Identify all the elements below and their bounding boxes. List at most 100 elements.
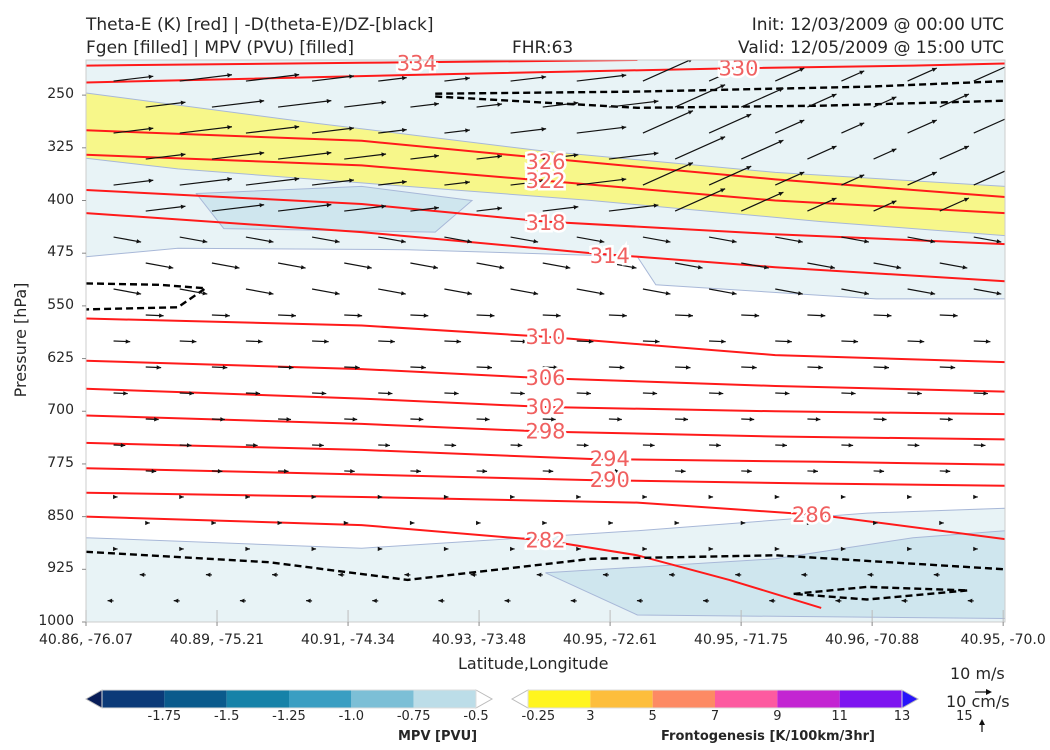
- wind-vector: [873, 148, 897, 160]
- wind-vector: [277, 151, 332, 160]
- wind-vector: [576, 288, 605, 296]
- theta-e-contour-0: [86, 60, 638, 67]
- wind-vector: [775, 119, 805, 134]
- wind-vector: [510, 127, 547, 134]
- wind-vector: [510, 75, 547, 82]
- wind-vector: [774, 494, 780, 500]
- wind-vector: [312, 339, 329, 344]
- wind-vector: [642, 391, 658, 396]
- wind-vector: [674, 188, 726, 212]
- wind-vector: [741, 417, 755, 422]
- wind-vector: [775, 339, 792, 344]
- y-tick-label: 550: [47, 296, 74, 313]
- mpv-colorbar-tick-label: -0.25: [521, 709, 556, 724]
- mpv-colorbar-swatch: [102, 690, 165, 708]
- wind-vector: [608, 365, 625, 370]
- wind-vector: [211, 417, 225, 422]
- wind-vector: [278, 469, 289, 474]
- wind-vector: [708, 494, 714, 500]
- wind-vector: [703, 598, 710, 604]
- wind-vector: [576, 546, 581, 552]
- wind-vector: [709, 443, 721, 448]
- mpv-colorbar-extend-low: [84, 689, 103, 709]
- wind-vector: [378, 443, 390, 448]
- wind-vector: [338, 572, 345, 578]
- wind-vector: [476, 102, 503, 108]
- wind-vector: [312, 178, 354, 186]
- wind-vector: [410, 469, 421, 474]
- y-tick-label: 1000: [38, 613, 74, 629]
- wind-vector: [939, 365, 956, 370]
- dthetae-dz-contour-2: [86, 282, 209, 311]
- y-tick-label: 625: [47, 349, 74, 366]
- wind-vector: [542, 365, 559, 370]
- wind-vector: [510, 546, 515, 552]
- wind-vector: [504, 598, 511, 604]
- theta-e-contour-7: [86, 359, 1005, 393]
- mpv-colorbar-swatch: [289, 690, 352, 708]
- y-tick-label: 850: [47, 507, 74, 524]
- wind-vector: [939, 197, 970, 212]
- wind-reference-vertical-head: [979, 719, 985, 725]
- wind-vector: [476, 417, 490, 422]
- wind-vector: [344, 469, 355, 474]
- wind-vector: [967, 598, 974, 604]
- wind-vector: [973, 443, 986, 448]
- fgen-colorbar-extend-low: [510, 689, 529, 709]
- wind-vector: [113, 126, 154, 134]
- wind-vector: [907, 339, 925, 344]
- wind-vector: [179, 546, 184, 552]
- mpv-colorbar-title: MPV [PVU]: [398, 729, 478, 744]
- y-tick-label: 250: [47, 86, 74, 103]
- wind-vector: [841, 70, 865, 82]
- wind-reference-vertical-label: 10 cm/s: [946, 692, 1010, 711]
- wind-vector: [245, 494, 250, 500]
- mpv-colorbar-tick-label: -1.5: [213, 709, 240, 724]
- wind-vector: [139, 572, 146, 578]
- wind-vector: [378, 288, 406, 296]
- wind-vector: [510, 288, 539, 296]
- wind-vector: [311, 236, 340, 244]
- wind-vector: [377, 494, 383, 500]
- wind-vector: [542, 469, 554, 474]
- theta-e-label-322: 322: [525, 169, 565, 193]
- theta-e-label-282: 282: [525, 529, 565, 553]
- fgen-colorbar-swatch: [590, 690, 653, 708]
- wind-vector: [145, 262, 174, 270]
- wind-vector: [410, 365, 426, 370]
- wind-vector: [245, 339, 263, 344]
- wind-reference-horizontal-head: [986, 689, 992, 695]
- theta-e-contour-6: [86, 317, 1005, 364]
- fgen-colorbar-frame: [527, 689, 903, 709]
- wind-vector: [775, 288, 803, 296]
- wind-vector: [907, 546, 912, 552]
- y-tick-label: 400: [47, 191, 74, 208]
- wind-vector: [542, 205, 579, 212]
- wind-vector: [973, 391, 988, 396]
- mpv-colorbar-swatch: [351, 690, 414, 708]
- wind-vector: [378, 339, 395, 344]
- fgen-colorbar-tick-label: 15: [956, 709, 973, 724]
- wind-vector: [973, 339, 991, 344]
- wind-vector: [741, 469, 752, 474]
- theta-e-label-306: 306: [525, 366, 565, 390]
- wind-vector: [179, 339, 197, 344]
- wind-vector: [642, 339, 660, 344]
- fgen-colorbar-swatch: [715, 690, 778, 708]
- wind-vector: [741, 139, 784, 160]
- wind-vector: [840, 494, 846, 500]
- wind-vector: [939, 417, 953, 422]
- wind-vector: [708, 546, 714, 552]
- wind-vector: [312, 74, 354, 82]
- wind-vector: [642, 443, 655, 448]
- wind-vector: [113, 236, 142, 244]
- y-tick-label: 925: [47, 560, 74, 577]
- wind-vector: [277, 202, 332, 212]
- wind-vector: [410, 313, 429, 318]
- dthetae-dz-contour-1: [435, 95, 1005, 110]
- forecast-hour: FHR:63: [512, 38, 574, 58]
- wind-vector: [973, 170, 1005, 186]
- y-tick-label: 475: [47, 244, 74, 261]
- wind-vector: [476, 469, 488, 474]
- wind-vector: [510, 443, 523, 448]
